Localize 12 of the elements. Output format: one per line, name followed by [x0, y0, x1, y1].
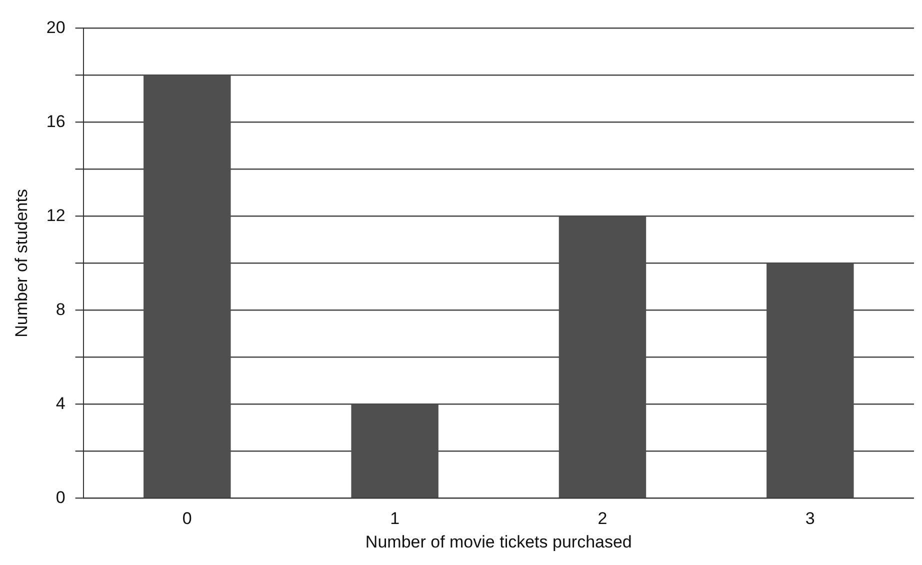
- y-tick-label: 0: [56, 488, 66, 507]
- x-tick-label: 1: [390, 509, 400, 528]
- y-tick-label: 4: [56, 394, 66, 413]
- y-tick-label: 8: [56, 300, 66, 319]
- y-axis-title: Number of students: [12, 189, 31, 338]
- x-tick-label: 2: [598, 509, 608, 528]
- y-tick-label: 16: [46, 112, 66, 131]
- y-tick-label: 20: [46, 18, 66, 37]
- x-tick-label: 0: [182, 509, 192, 528]
- x-tick-label: 3: [805, 509, 815, 528]
- x-axis-title: Number of movie tickets purchased: [365, 532, 632, 552]
- y-tick-label: 12: [46, 206, 66, 225]
